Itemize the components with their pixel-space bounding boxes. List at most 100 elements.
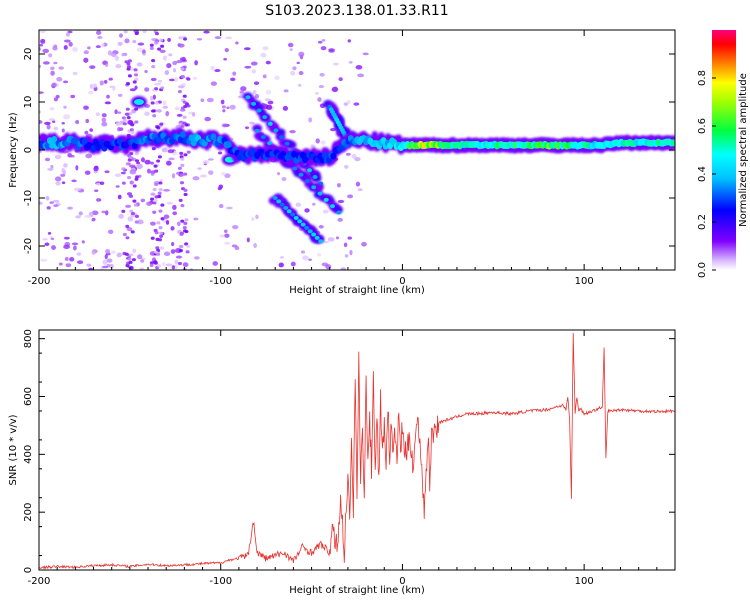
noise-speck [221,123,229,128]
noise-speck [262,74,267,79]
spectrogram-y-tick-label: 0 [23,147,34,153]
trace-core [81,138,88,146]
spectrogram-x-ticks: -200 -100 0 100 [28,30,676,287]
noise-speck [167,149,175,154]
noise-speck [76,252,82,256]
noise-speck [244,126,250,130]
noise-speck [91,251,96,255]
noise-speck [251,217,255,221]
noise-speck [226,106,230,109]
noise-column-speck [121,181,126,185]
noise-column-speck [124,60,129,64]
noise-speck [146,168,151,174]
noise-column-speck [149,43,154,47]
noise-speck [164,70,170,76]
noise-speck [48,118,56,122]
noise-speck [101,117,107,123]
noise-speck [51,245,56,250]
noise-speck [176,113,183,117]
noise-speck [304,208,310,213]
noise-speck [165,111,170,117]
noise-speck [110,52,117,58]
noise-speck [167,37,171,42]
noise-speck [126,227,133,232]
noise-speck [144,111,150,117]
noise-speck [42,48,49,54]
noise-column-speck [152,114,157,118]
noise-speck [91,210,99,216]
noise-speck [84,170,91,175]
spectrogram-y-tick-label: 10 [23,96,34,109]
noise-speck [224,229,228,233]
noise-speck [109,263,114,269]
noise-speck [244,47,251,51]
noise-column-speck [158,209,163,213]
noise-speck [83,57,89,63]
noise-speck [224,48,229,53]
noise-speck [142,30,147,34]
streak-core [267,121,273,126]
noise-speck [102,265,109,269]
noise-speck [114,173,122,177]
noise-column-speck [135,159,140,163]
noise-speck [81,240,85,244]
noise-column-speck [133,68,138,72]
noise-speck [349,249,353,256]
noise-speck [312,202,316,206]
streak-core [279,135,285,140]
noise-column-speck [182,94,187,98]
noise-column-speck [135,175,140,179]
snr-x-ticks: -200 -100 0 100 [28,330,676,587]
noise-column-speck [179,57,184,61]
colorbar-tick-label: 0.2 [697,214,708,230]
noise-column-speck [134,152,139,156]
noise-speck [72,71,78,76]
noise-column-speck [180,67,185,71]
noise-column-speck [125,162,130,166]
streak-core [292,166,298,171]
noise-column-speck [134,120,139,124]
streak-core [298,172,304,177]
snr-x-tick-label: -200 [28,576,51,587]
noise-speck [97,36,103,39]
noise-speck [109,85,114,89]
noise-column-speck [121,53,126,57]
noise-speck [172,211,178,216]
noise-speck [63,45,68,50]
noise-column-speck [178,249,183,253]
noise-speck [337,183,341,188]
streak-core [330,204,336,209]
streak-core [323,197,329,202]
noise-speck [114,109,118,115]
spectrogram-y-tick-label: -20 [23,238,34,254]
noise-speck [296,61,300,65]
noise-speck [47,231,52,235]
streak-core [336,210,342,215]
noise-speck [177,85,185,89]
noise-column-speck [160,217,165,221]
noise-speck [71,242,79,246]
colorbar: 0.0 0.2 0.4 0.6 0.8 Normalized spectral ampl… [697,30,749,278]
noise-column-speck [127,74,132,78]
noise-speck [279,255,285,259]
noise-speck [175,255,183,259]
noise-speck [204,116,211,122]
noise-speck [65,32,70,37]
noise-speck [91,218,96,222]
noise-column-speck [123,30,128,34]
noise-column-speck [130,211,135,216]
noise-column-speck [159,122,164,126]
noise-speck [159,234,164,238]
noise-speck [107,50,113,56]
noise-column-speck [186,244,191,248]
noise-column-speck [125,224,130,228]
noise-speck [289,130,296,134]
noise-column-speck [134,31,139,36]
streak-core [304,225,310,230]
noise-speck [117,93,123,97]
noise-column-speck [134,220,139,224]
noise-speck [308,258,312,262]
noise-speck [347,99,351,105]
colorbar-tick-label: 0.8 [697,70,708,86]
noise-speck [94,189,99,193]
